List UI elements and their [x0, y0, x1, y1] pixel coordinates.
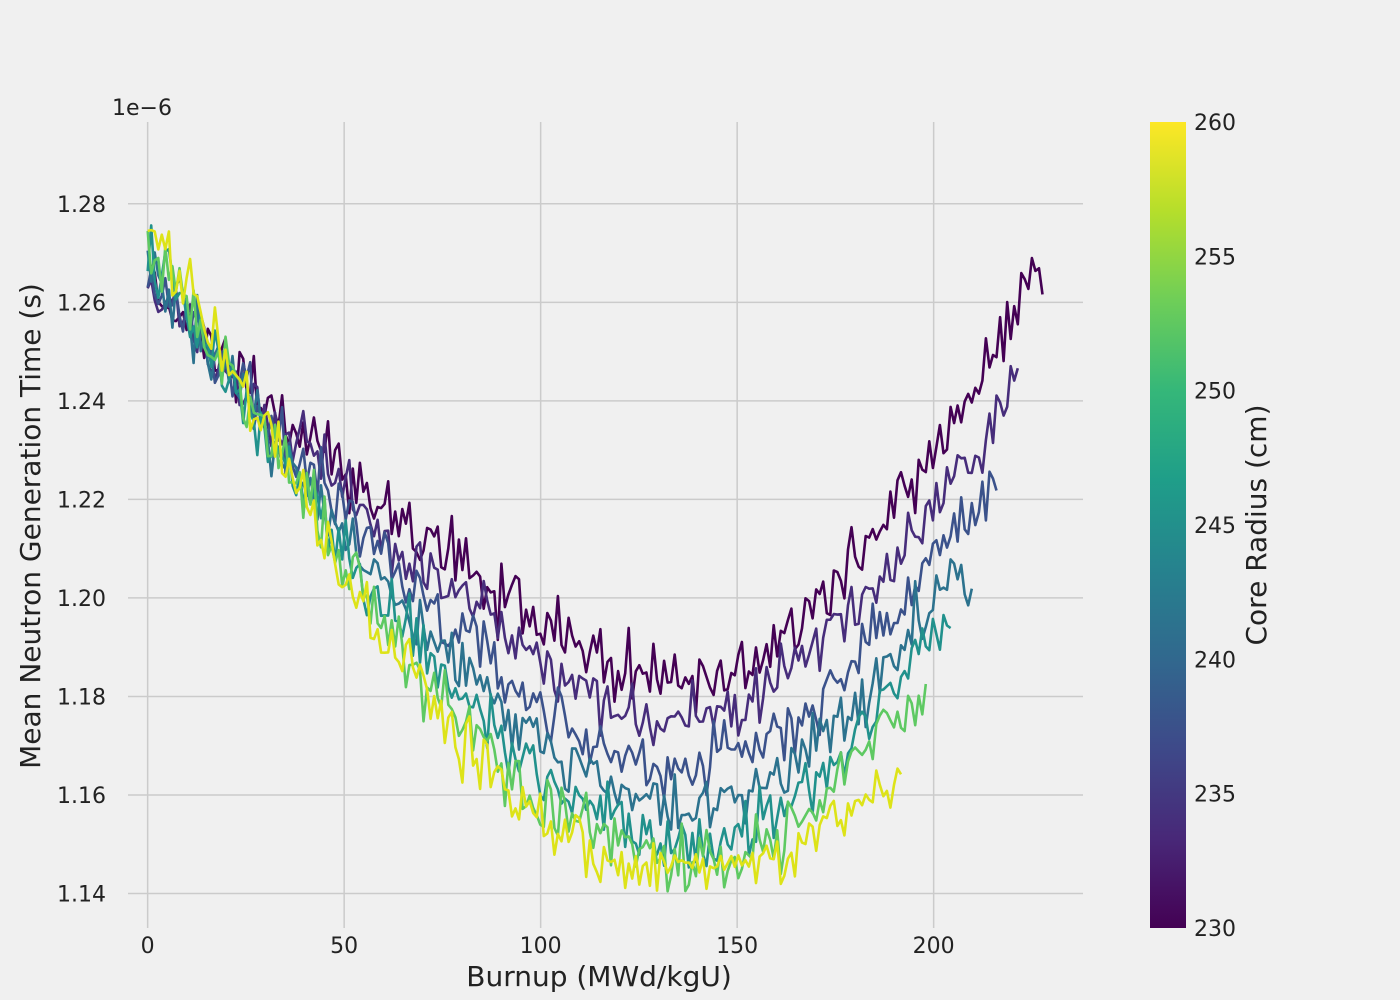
y-axis-label: Mean Neutron Generation Time (s)	[14, 283, 47, 769]
series-line-r230	[146, 256, 1044, 715]
colorbar-tick-label: 240	[1194, 648, 1236, 673]
colorbar	[1150, 122, 1186, 928]
series-line-r245	[146, 250, 974, 831]
colorbar-tick-label: 245	[1194, 514, 1236, 539]
y-tick-label: 1.22	[57, 488, 106, 513]
tick-labels: 0 50 100 150 200 1.14 1.16 1.18 1.20 1.22 1.24 1.26…	[57, 193, 955, 959]
y-tick-label: 1.18	[57, 685, 106, 710]
x-tick-label: 100	[520, 934, 562, 959]
y-offset-label: 1e−6	[112, 96, 172, 121]
series-lines	[146, 224, 1044, 893]
y-tick-label: 1.28	[57, 193, 106, 218]
y-tick-label: 1.20	[57, 587, 106, 612]
grid	[128, 122, 1083, 928]
x-tick-label: 200	[913, 934, 955, 959]
y-tick-label: 1.26	[57, 291, 106, 316]
colorbar-label: Core Radius (cm)	[1240, 404, 1273, 645]
x-tick-label: 0	[141, 934, 155, 959]
colorbar-ticks: 230 235 240 245 250 255 260	[1194, 111, 1236, 942]
x-tick-label: 150	[716, 934, 758, 959]
series-line-r250	[146, 224, 952, 869]
series-line-r260	[147, 228, 903, 892]
colorbar-tick-label: 235	[1194, 783, 1236, 808]
y-tick-label: 1.24	[57, 390, 106, 415]
colorbar-tick-label: 250	[1194, 380, 1236, 405]
colorbar-tick-label: 230	[1194, 917, 1236, 942]
colorbar-tick-label: 260	[1194, 111, 1236, 136]
x-axis-label: Burnup (MWd/kgU)	[466, 960, 732, 993]
colorbar-tick-label: 255	[1194, 245, 1236, 270]
x-tick-label: 50	[330, 934, 358, 959]
y-tick-label: 1.14	[57, 883, 106, 908]
y-tick-label: 1.16	[57, 784, 106, 809]
series-line-r240	[146, 268, 998, 801]
